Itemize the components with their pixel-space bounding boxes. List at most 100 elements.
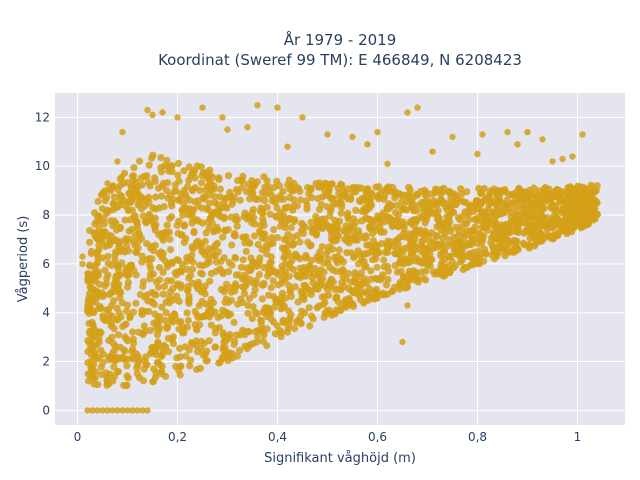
data-point [133, 364, 141, 372]
data-point [148, 299, 156, 307]
data-point [429, 148, 436, 155]
data-point [337, 255, 345, 263]
data-point [412, 226, 420, 235]
data-point [581, 191, 589, 199]
data-point [231, 280, 240, 288]
data-point [227, 296, 235, 304]
data-point [94, 197, 102, 206]
data-point [563, 230, 571, 238]
data-point [268, 234, 276, 242]
data-point [86, 283, 94, 291]
data-point [420, 274, 428, 283]
data-point [265, 291, 273, 299]
data-point [267, 315, 275, 323]
data-point [399, 248, 407, 256]
data-point [347, 278, 355, 286]
data-point [225, 267, 233, 276]
data-point [211, 308, 219, 316]
data-point [579, 216, 587, 224]
data-point [251, 194, 259, 202]
data-point [93, 218, 101, 226]
data-point [132, 178, 140, 186]
data-point [193, 162, 201, 170]
data-point [103, 241, 111, 249]
data-point [421, 186, 429, 194]
data-point [121, 347, 129, 355]
data-point [227, 288, 235, 296]
data-point [157, 154, 165, 162]
y-tick-label: 8 [42, 208, 50, 222]
data-point [324, 189, 332, 197]
data-point [352, 206, 360, 214]
data-point [379, 289, 387, 297]
data-point [308, 312, 316, 320]
data-point [373, 215, 381, 223]
data-point [181, 190, 190, 198]
data-point [121, 216, 129, 224]
data-point [204, 255, 213, 263]
data-point [325, 306, 333, 314]
data-point [159, 347, 167, 355]
data-point [257, 317, 265, 325]
data-point [401, 284, 409, 292]
data-point [540, 196, 548, 204]
data-point [433, 269, 441, 277]
data-point [94, 254, 102, 262]
data-point [362, 187, 370, 195]
data-point [393, 235, 402, 244]
data-point [360, 195, 368, 203]
data-point [478, 189, 486, 197]
data-point [245, 238, 253, 246]
data-point [573, 209, 581, 217]
data-point [326, 212, 334, 220]
data-point [367, 267, 375, 275]
data-point [296, 187, 304, 196]
data-point [134, 407, 141, 414]
data-point [360, 257, 368, 265]
data-point [250, 291, 258, 299]
data-point [187, 356, 195, 364]
data-point [152, 193, 160, 201]
data-point [114, 367, 122, 376]
data-point [367, 289, 375, 297]
data-point [418, 237, 426, 245]
data-point [99, 407, 106, 414]
data-point [289, 239, 297, 247]
data-point [234, 188, 242, 196]
data-point [239, 256, 247, 264]
data-point [546, 198, 554, 206]
data-point [183, 257, 191, 265]
data-point [380, 256, 388, 264]
data-point [94, 271, 103, 279]
y-axis-ticks: 0 2 4 6 8 10 12 [35, 110, 50, 417]
data-point [163, 221, 171, 229]
data-point [214, 313, 222, 322]
data-point [228, 241, 236, 249]
data-point [196, 261, 204, 269]
data-point [537, 223, 545, 231]
data-point [294, 231, 302, 240]
data-point [107, 237, 115, 245]
data-point [327, 205, 335, 213]
data-point [108, 261, 116, 269]
data-point [423, 195, 431, 203]
data-point [211, 199, 219, 207]
data-point [560, 220, 568, 228]
data-point [119, 353, 127, 361]
data-point [349, 288, 357, 297]
data-point [393, 268, 402, 276]
data-point [161, 316, 169, 325]
data-point [486, 217, 494, 225]
data-point [362, 233, 370, 242]
data-point [84, 407, 91, 414]
data-point [363, 241, 371, 249]
data-point [179, 329, 187, 337]
data-point [258, 188, 266, 197]
data-point [275, 271, 283, 279]
data-point [507, 208, 515, 216]
data-point [188, 265, 197, 273]
data-point [445, 187, 453, 195]
data-point [286, 314, 294, 322]
data-point [368, 190, 376, 198]
data-point [223, 332, 231, 340]
